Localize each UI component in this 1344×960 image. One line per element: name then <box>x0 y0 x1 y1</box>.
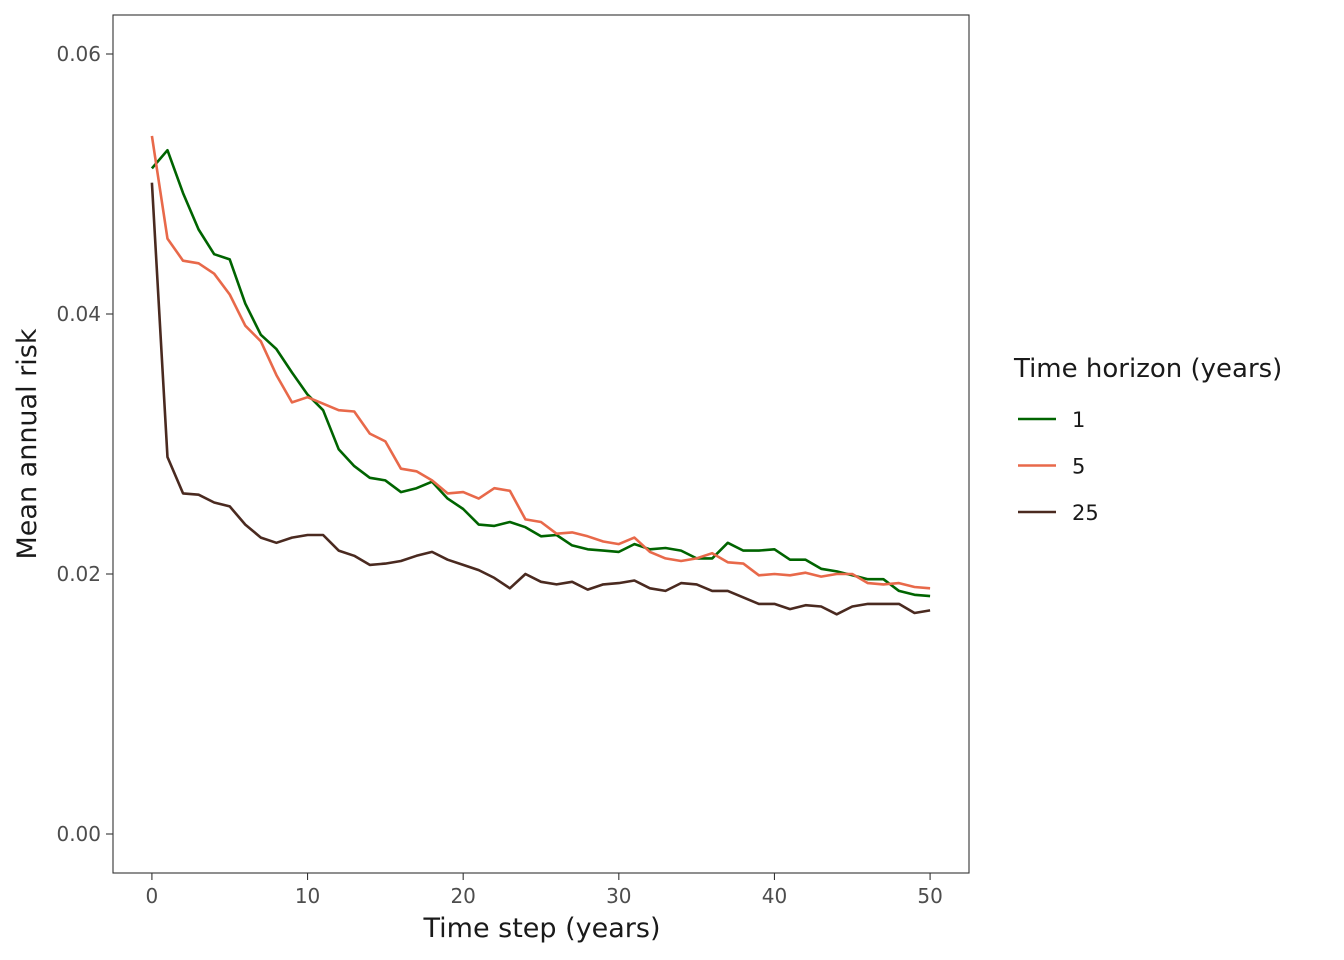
x-tick-label: 10 <box>295 884 320 908</box>
series-line-25 <box>150 182 931 616</box>
x-tick-label: 50 <box>917 884 942 908</box>
legend-label-5: 5 <box>1072 455 1085 479</box>
series-line-5 <box>150 135 931 590</box>
legend-label-1: 1 <box>1072 408 1085 432</box>
x-tick-label: 40 <box>762 884 787 908</box>
y-axis: 0.00 0.02 0.04 0.06 <box>56 42 113 846</box>
y-axis-title: Mean annual risk <box>12 328 43 559</box>
legend-title: Time horizon (years) <box>1013 354 1282 384</box>
x-tick-label: 30 <box>606 884 631 908</box>
y-tick-label: 0.00 <box>56 822 101 846</box>
series-line-1 <box>150 148 931 598</box>
y-tick-label: 0.04 <box>56 302 101 326</box>
x-tick-label: 20 <box>450 884 475 908</box>
x-tick-label: 0 <box>146 884 159 908</box>
y-tick-label: 0.02 <box>56 562 101 586</box>
plot-lines <box>150 135 931 616</box>
legend-label-25: 25 <box>1072 501 1099 525</box>
x-axis-title: Time step (years) <box>422 913 660 944</box>
x-axis: 0 10 20 30 40 50 <box>146 873 943 908</box>
plot-panel-border <box>112 14 970 874</box>
y-tick-label: 0.06 <box>56 42 101 66</box>
